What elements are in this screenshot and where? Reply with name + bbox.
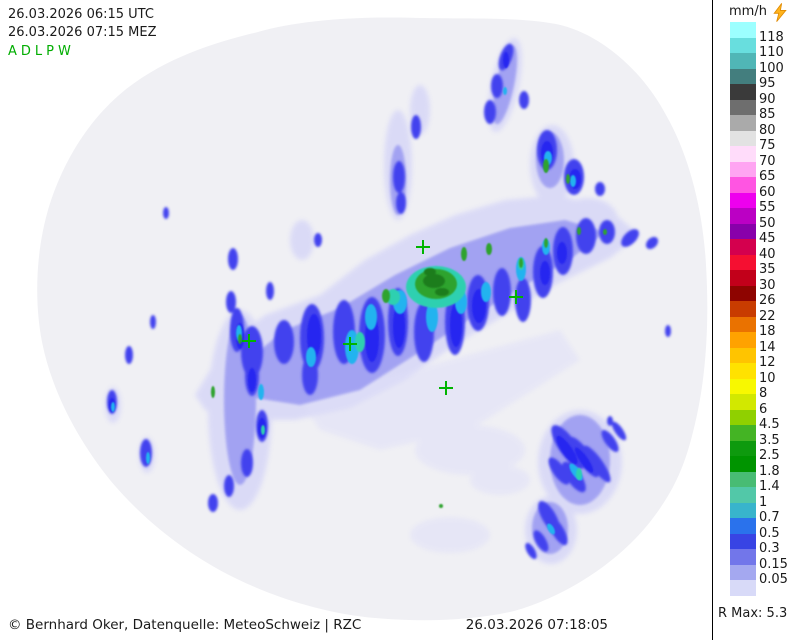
- legend-tick-label: 22: [759, 308, 776, 324]
- legend-color-segment: [730, 533, 756, 549]
- precipitation-layer-drizzle: [300, 330, 580, 553]
- mez-timestamp: 26.03.2026 07:15 MEZ: [8, 25, 157, 40]
- precipitation-layer-cyan: [111, 87, 583, 535]
- legend-tick-label: 0.5: [759, 525, 780, 541]
- legend-color-segment: [730, 564, 756, 580]
- legend-tick-label: 100: [759, 60, 784, 76]
- legend-color-segment: [730, 99, 756, 115]
- legend-color-segment: [730, 518, 756, 534]
- legend-tick-label: 118: [759, 29, 784, 45]
- render-timestamp: 26.03.2026 07:18:05: [465, 617, 608, 633]
- legend-tick-label: 80: [759, 122, 776, 138]
- legend-color-segment: [730, 146, 756, 162]
- legend-tick-label: 75: [759, 138, 776, 153]
- legend-color-segment: [730, 270, 756, 286]
- legend-tick-label: 6: [759, 401, 768, 417]
- legend-color-segment: [730, 285, 756, 301]
- legend-tick-label: 110: [759, 45, 784, 60]
- legend-tick-label: 14: [759, 339, 776, 355]
- legend-color-segment: [730, 332, 756, 348]
- legend-color-segment: [730, 68, 756, 84]
- legend-unit-label: mm/h: [729, 4, 767, 19]
- utc-timestamp: 26.03.2026 06:15 UTC: [8, 7, 154, 22]
- legend-tick-label: 30: [759, 277, 776, 293]
- radar-image: [37, 17, 708, 621]
- legend-tick-label: 0.15: [759, 556, 788, 572]
- r-max-value: R Max: 5.3: [718, 606, 788, 621]
- legend-tick-label: 95: [759, 76, 776, 91]
- legend-tick-label: 2.5: [759, 448, 780, 463]
- legend-tick-label: 45: [759, 231, 776, 246]
- legend-tick-label: 12: [759, 355, 776, 370]
- radar-station-cross-W: [509, 290, 523, 304]
- legend-color-segment: [730, 161, 756, 177]
- legend-color-segment: [730, 363, 756, 379]
- radar-station-cross-D: [242, 334, 256, 348]
- radar-map: 26.03.2026 06:15 UTC 26.03.2026 07:15 ME…: [8, 6, 708, 633]
- legend-color-segment: [730, 456, 756, 472]
- radar-station-code: ADLPW: [8, 44, 75, 59]
- legend-tick-label: 18: [759, 324, 776, 339]
- legend-color-segment: [730, 254, 756, 270]
- legend-tick-label: 35: [759, 262, 776, 277]
- legend-color-segment: [730, 130, 756, 146]
- legend-tick-label: 60: [759, 184, 776, 200]
- legend-color-segment: [730, 177, 756, 193]
- legend-color-segment: [730, 37, 756, 53]
- legend-color-segment: [730, 549, 756, 565]
- legend-panel: mm/h 118 110 100 95 90 85 80 75 70 65 60 55 50 45 40 35…: [712, 0, 800, 640]
- legend-color-segment: [730, 84, 756, 100]
- legend-color-segment: [730, 378, 756, 394]
- legend-color-segment: [730, 502, 756, 518]
- legend-color-segment: [730, 347, 756, 363]
- legend-tick-label: 10: [759, 370, 776, 386]
- legend-color-segment: [730, 22, 756, 38]
- legend-color-segment: [730, 239, 756, 255]
- legend-color-segment: [730, 425, 756, 441]
- legend-color-segment: [730, 115, 756, 131]
- legend-color-segment: [730, 471, 756, 487]
- legend-color-segment: [730, 316, 756, 332]
- legend-color-segment: [730, 487, 756, 503]
- radar-station-cross-P: [343, 337, 357, 351]
- legend-tick-label: 3.5: [759, 432, 780, 448]
- legend-color-segment: [730, 440, 756, 456]
- legend-color-segment: [730, 409, 756, 425]
- legend-color-segment: [730, 394, 756, 410]
- legend-tick-label: 55: [759, 200, 776, 215]
- legend-tick-label: 0.3: [759, 541, 780, 556]
- legend-tick-label: 40: [759, 246, 776, 262]
- legend-tick-label: 1: [759, 494, 768, 510]
- precipitation-layer-intense: [423, 268, 449, 296]
- legend-tick-label: 1.8: [759, 463, 780, 479]
- radar-station-cross-L: [439, 381, 453, 395]
- legend-tick-label: 85: [759, 107, 776, 122]
- legend-color-segment: [730, 53, 756, 69]
- lightning-bolt-icon: [773, 3, 787, 22]
- legend-tick-label: 1.4: [759, 479, 780, 494]
- radar-station-cross-A: [416, 240, 430, 254]
- legend-color-segment: [730, 301, 756, 317]
- legend-tick-label: 65: [759, 169, 776, 184]
- legend-color-segment: [730, 208, 756, 224]
- legend-tick-label: 4.5: [759, 417, 780, 432]
- legend-tick-label: 0.05: [759, 572, 788, 587]
- legend-tick-label: 8: [759, 386, 768, 401]
- legend-tick-label: 0.7: [759, 510, 780, 525]
- legend-tick-label: 90: [759, 91, 776, 107]
- legend-colorbar: [730, 22, 756, 596]
- timestamp-header: 26.03.2026 06:15 UTC 26.03.2026 07:15 ME…: [8, 6, 157, 61]
- legend-tick-label: 50: [759, 215, 776, 231]
- legend-tick-label: 70: [759, 153, 776, 169]
- legend-color-segment: [730, 192, 756, 208]
- legend-color-segment: [730, 580, 756, 596]
- legend-color-segment: [730, 223, 756, 239]
- copyright-text: © Bernhard Oker, Datenquelle: MeteoSchwe…: [8, 617, 362, 633]
- radar-station-markers: [242, 240, 523, 395]
- legend-tick-label: 26: [759, 293, 776, 308]
